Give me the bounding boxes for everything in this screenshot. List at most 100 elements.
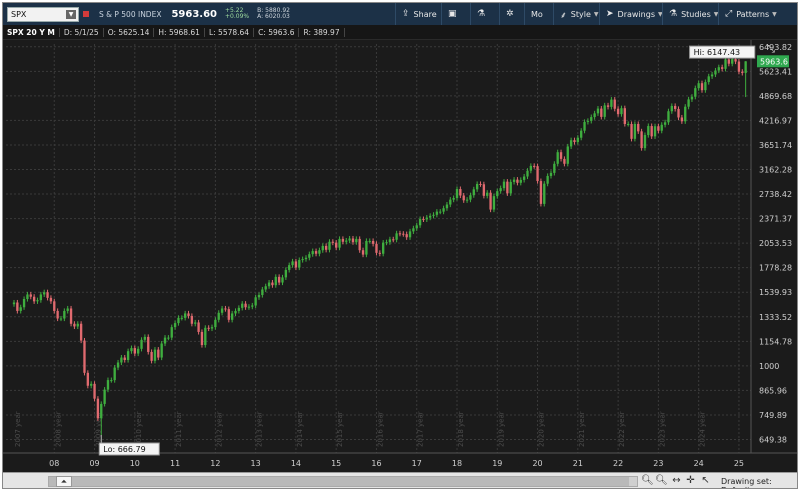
y-tick-label: 3162.28 [759, 165, 792, 174]
bar-close: C: 5963.6 [254, 27, 300, 37]
candle-body [620, 108, 623, 115]
year-label: 2021 year [578, 411, 586, 447]
candle-body [734, 59, 737, 62]
aggregation-button[interactable]: Mo [524, 3, 552, 25]
candle-body [288, 265, 291, 270]
candle-body [653, 126, 657, 137]
flask-button[interactable]: ⚗ [470, 3, 498, 25]
candle-body [318, 250, 321, 254]
last-price: 5963.60 [171, 8, 218, 20]
flask-icon: ⚗ [477, 9, 486, 19]
change-pct: +0.09% [225, 13, 250, 20]
candle-body [573, 140, 576, 143]
candle-body [408, 231, 412, 238]
studies-button[interactable]: ⚗ Studies ▼ [662, 3, 718, 25]
pan-icon[interactable]: ↔ [672, 475, 681, 486]
candle-body [452, 198, 455, 200]
settings-button[interactable]: ✲ [499, 3, 523, 25]
candle-body [351, 238, 355, 243]
candle-body [301, 259, 304, 261]
candle-body [395, 233, 398, 240]
candle-body [113, 367, 116, 381]
flag-icon[interactable] [83, 11, 89, 17]
style-button[interactable]: ⸙ Style ▼ [553, 3, 598, 25]
candle-body [214, 319, 217, 328]
calendar-button[interactable]: ▣ [441, 3, 469, 25]
candle-body [475, 183, 479, 190]
candle-body [29, 294, 32, 297]
candle-body [358, 238, 361, 251]
patterns-button[interactable]: ⤢ Patterns ▼ [718, 3, 797, 25]
candle-body [267, 282, 271, 287]
candle-body [643, 135, 647, 149]
hi-label: Hi: 6147.43 [689, 45, 756, 59]
candle-body [704, 82, 707, 91]
svg-text:5963.6: 5963.6 [760, 57, 788, 66]
candle-body [254, 297, 257, 306]
symbol-input[interactable]: SPX ▼ [7, 6, 79, 22]
scrollbar-thumb[interactable] [49, 477, 629, 486]
candle-body [257, 295, 261, 298]
candle-body [539, 181, 543, 204]
candle-body [348, 238, 351, 241]
candle-body [576, 137, 580, 143]
candle-body [32, 296, 36, 302]
top-toolbar: SPX ▼ S & P 500 INDEX 5963.60 +5.22 +0.0… [3, 3, 797, 25]
candle-body [382, 242, 385, 254]
candle-body [304, 257, 308, 260]
candle-body [593, 113, 596, 118]
candle-body [650, 126, 653, 137]
time-scrollbar[interactable] [48, 476, 638, 487]
candle-body [479, 183, 482, 185]
candle-body [335, 242, 338, 248]
candle-body [39, 294, 43, 301]
candle-body [489, 192, 492, 210]
candle-body [200, 331, 204, 346]
x-tick-label: 12 [210, 459, 220, 468]
candle-body [251, 305, 254, 307]
x-tick-label: 13 [251, 459, 261, 468]
candle-body [657, 126, 660, 131]
candle-body [66, 308, 69, 311]
candle-body [697, 83, 700, 89]
candle-body [405, 234, 408, 238]
candle-body [46, 292, 49, 298]
x-tick-label: 21 [573, 459, 583, 468]
y-tick-label: 1154.78 [759, 337, 792, 346]
candle-body [190, 315, 194, 324]
x-tick-label: 10 [130, 459, 140, 468]
zoom-in-icon[interactable]: 🔍︎ [655, 475, 668, 486]
candle-body [308, 254, 311, 258]
instrument-name: S & P 500 INDEX [99, 9, 162, 19]
candle-body [687, 99, 690, 107]
zoom-out-icon[interactable]: 🔍︎ [641, 475, 654, 486]
candle-body [700, 83, 704, 91]
candle-body [271, 282, 274, 286]
share-button[interactable]: ⇪ Share [395, 3, 440, 25]
candle-body [717, 67, 720, 71]
cursor-icon[interactable]: ↖ [701, 475, 710, 486]
year-label: 2023 year [658, 411, 666, 447]
candle-body [533, 165, 536, 167]
lo-label: Lo: 666.79 [98, 442, 160, 456]
aggregation-label: Mo [531, 9, 543, 19]
price-chart[interactable]: 08 09 10 11 12 13 14 15 16 17 18 19 20 21 22 23 24 25 2007… [3, 40, 798, 472]
candle-body [455, 189, 459, 199]
bid-value: B: 5880.92 [257, 7, 290, 14]
candle-body [291, 261, 294, 266]
candle-body [694, 88, 697, 97]
candle-body [583, 121, 586, 131]
year-label: 2022 year [618, 411, 626, 447]
scroll-left-icon[interactable]: ⏶ [56, 476, 72, 487]
candle-body [737, 61, 741, 72]
candle-body [439, 211, 442, 213]
candle-body [123, 357, 126, 361]
candle-body [442, 208, 445, 212]
candle-body [462, 195, 465, 201]
crosshair-icon[interactable]: ✛ [686, 475, 695, 486]
drawings-label: Drawings [617, 9, 655, 19]
chevron-down-icon[interactable]: ▼ [66, 9, 76, 19]
candle-body [147, 336, 150, 352]
candle-body [690, 96, 694, 100]
drawings-button[interactable]: ➤ Drawings ▼ [599, 3, 663, 25]
